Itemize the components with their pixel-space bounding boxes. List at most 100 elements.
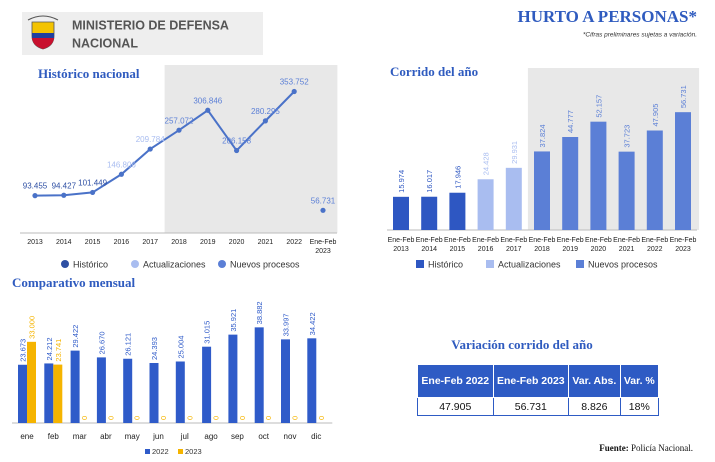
legend-label: Histórico bbox=[428, 259, 463, 269]
value-label: 25.004 bbox=[176, 336, 185, 359]
value-label: 0 bbox=[159, 416, 168, 420]
source-label: Fuente: bbox=[599, 443, 629, 453]
bar bbox=[123, 358, 133, 423]
bar bbox=[675, 112, 691, 230]
legend-label: 2022 bbox=[152, 447, 169, 456]
x-tick-label: Ene-Feb 2014 bbox=[416, 237, 443, 253]
legend-marker bbox=[576, 260, 584, 268]
value-label: 56.731 bbox=[679, 85, 688, 108]
bar bbox=[202, 346, 212, 423]
marker bbox=[90, 189, 96, 196]
value-label: 33.000 bbox=[27, 316, 36, 339]
x-tick-label: dic bbox=[311, 432, 321, 441]
value-label: 0 bbox=[106, 416, 115, 420]
legend-marker bbox=[131, 260, 139, 268]
header-box bbox=[22, 12, 263, 55]
x-tick-label: Ene-Feb 2023 bbox=[310, 239, 337, 255]
value-label: 257.072 bbox=[165, 116, 194, 125]
bar bbox=[646, 130, 663, 230]
value-label: 29.931 bbox=[510, 141, 519, 164]
value-label: 209.784 bbox=[136, 135, 165, 144]
value-label: 29.422 bbox=[71, 325, 80, 348]
value-label: 26.121 bbox=[124, 333, 133, 356]
x-tick-label: abr bbox=[100, 432, 112, 441]
shaded-region bbox=[527, 68, 700, 230]
x-tick-label: feb bbox=[48, 432, 60, 441]
x-tick-label: 2021 bbox=[258, 239, 274, 246]
legend-marker bbox=[486, 260, 494, 268]
value-label: 56.731 bbox=[311, 196, 336, 205]
bar bbox=[149, 362, 159, 423]
value-label: 0 bbox=[212, 416, 221, 420]
legend-marker bbox=[145, 449, 150, 454]
bar bbox=[477, 179, 494, 230]
x-tick-label: Ene-Feb 2015 bbox=[444, 237, 471, 253]
header-cell: Ene-Feb 2022 bbox=[417, 364, 494, 398]
legend-marker bbox=[61, 260, 69, 268]
bar bbox=[534, 151, 550, 230]
value-label: 26.670 bbox=[97, 331, 106, 354]
x-tick-label: sep bbox=[231, 432, 244, 441]
value-label: 0 bbox=[133, 416, 142, 420]
marker bbox=[320, 207, 326, 213]
org-line: NACIONAL bbox=[72, 36, 138, 50]
value-label: 33.997 bbox=[281, 313, 290, 336]
x-tick-label: 2022 bbox=[286, 239, 302, 246]
marker bbox=[118, 171, 124, 177]
value-label: 17.946 bbox=[453, 166, 462, 189]
header-cell: Var. % bbox=[619, 364, 660, 398]
bar bbox=[254, 327, 264, 423]
marker bbox=[32, 193, 38, 199]
legend-label: Actualizaciones bbox=[498, 259, 561, 269]
x-tick-label: 2018 bbox=[171, 239, 187, 246]
legend-marker bbox=[218, 260, 226, 268]
value-label: 16.017 bbox=[425, 170, 434, 193]
value-label: 31.015 bbox=[203, 321, 212, 344]
bar bbox=[505, 167, 522, 230]
cell: 47.905 bbox=[417, 397, 494, 416]
marker bbox=[291, 88, 297, 95]
source-text: Policía Nacional. bbox=[631, 443, 693, 453]
header-cell: Var. Abs. bbox=[568, 364, 621, 398]
chart-title: Comparativo mensual bbox=[12, 275, 136, 290]
value-label: 15.974 bbox=[397, 170, 406, 193]
x-tick-label: ene bbox=[20, 432, 34, 441]
value-label: 101.449 bbox=[78, 179, 107, 188]
marker bbox=[147, 146, 153, 152]
value-label: 206.158 bbox=[222, 137, 251, 146]
variation-table: Ene-Feb 2022 Ene-Feb 2023 Var. Abs. Var.… bbox=[417, 364, 660, 416]
x-tick-label: Ene-Feb 2023 bbox=[670, 237, 697, 253]
bar bbox=[18, 364, 27, 423]
legend-label: Histórico bbox=[73, 259, 108, 269]
x-tick-label: Ene-Feb 2018 bbox=[529, 237, 556, 253]
value-label: 38.882 bbox=[255, 301, 264, 324]
value-label: 0 bbox=[317, 416, 326, 420]
x-tick-label: 2014 bbox=[56, 239, 72, 246]
marker bbox=[234, 147, 240, 154]
bar bbox=[307, 338, 317, 423]
x-tick-label: 2013 bbox=[27, 239, 43, 246]
value-label: 146.806 bbox=[107, 160, 136, 169]
bar bbox=[228, 334, 238, 423]
bar bbox=[449, 192, 466, 230]
bar bbox=[175, 361, 185, 423]
x-tick-label: Ene-Feb 2020 bbox=[585, 237, 612, 253]
x-tick-label: Ene-Feb 2016 bbox=[472, 237, 499, 253]
logo bbox=[27, 15, 59, 50]
bar bbox=[618, 151, 635, 230]
value-label: 47.905 bbox=[651, 104, 660, 127]
source: Fuente: Policía Nacional. bbox=[599, 443, 693, 453]
value-label: 0 bbox=[238, 416, 247, 420]
chart-title: Corrido del año bbox=[390, 64, 478, 79]
chart-title: Histórico nacional bbox=[38, 66, 140, 81]
value-label: 44.777 bbox=[566, 110, 575, 133]
legend-label: Actualizaciones bbox=[143, 259, 206, 269]
value-label: 24.428 bbox=[482, 152, 491, 175]
legend-label: Nuevos procesos bbox=[588, 259, 658, 269]
bar bbox=[421, 196, 438, 230]
x-tick-label: ago bbox=[204, 432, 218, 441]
value-label: 34.422 bbox=[308, 312, 317, 335]
value-label: 35.921 bbox=[229, 309, 238, 332]
x-tick-label: Ene-Feb 2017 bbox=[500, 237, 527, 253]
page-subtitle: *Cifras preliminares sujetas a variación… bbox=[583, 32, 697, 39]
